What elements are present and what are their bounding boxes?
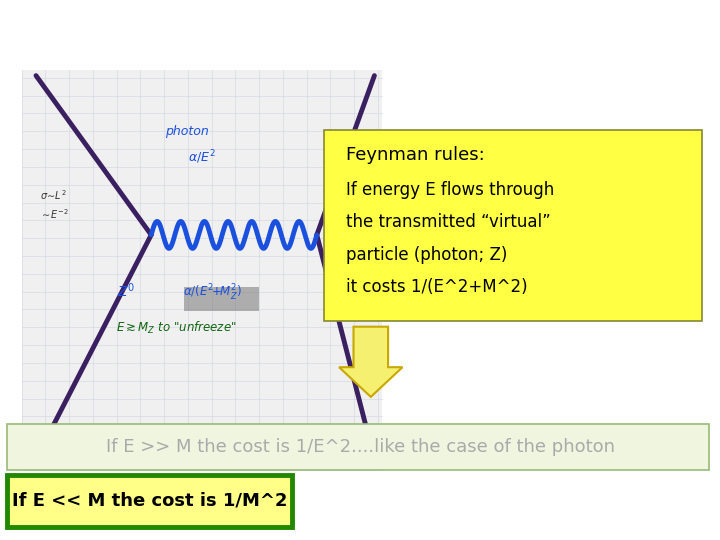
FancyBboxPatch shape <box>324 130 702 321</box>
Text: $E\gtrsim M_Z$ to "unfreeze": $E\gtrsim M_Z$ to "unfreeze" <box>116 320 237 336</box>
FancyBboxPatch shape <box>7 424 709 470</box>
Text: $\sigma\!\sim\! L^2$: $\sigma\!\sim\! L^2$ <box>40 188 66 202</box>
Text: $\alpha/(E^2\!\!+\!\!M_Z^2)$: $\alpha/(E^2\!\!+\!\!M_Z^2)$ <box>183 283 242 303</box>
Text: $\alpha/E^2$: $\alpha/E^2$ <box>188 148 215 166</box>
Text: particle (photon; Z): particle (photon; Z) <box>346 246 507 264</box>
Text: If E >> M the cost is 1/E^2....like the case of the photon: If E >> M the cost is 1/E^2....like the … <box>106 438 614 456</box>
Text: $Z^0$: $Z^0$ <box>117 281 135 300</box>
FancyBboxPatch shape <box>22 70 382 470</box>
Text: photon: photon <box>166 125 209 138</box>
FancyBboxPatch shape <box>184 287 259 310</box>
Text: the transmitted “virtual”: the transmitted “virtual” <box>346 213 550 231</box>
FancyArrow shape <box>339 327 402 397</box>
Text: Feynman rules:: Feynman rules: <box>346 146 485 164</box>
Text: If energy E flows through: If energy E flows through <box>346 181 554 199</box>
FancyBboxPatch shape <box>7 475 292 526</box>
Text: it costs 1/(E^2+M^2): it costs 1/(E^2+M^2) <box>346 278 527 296</box>
Text: If E << M the cost is 1/M^2: If E << M the cost is 1/M^2 <box>12 492 287 510</box>
Text: $\sim\!E^{-2}$: $\sim\!E^{-2}$ <box>40 207 68 221</box>
